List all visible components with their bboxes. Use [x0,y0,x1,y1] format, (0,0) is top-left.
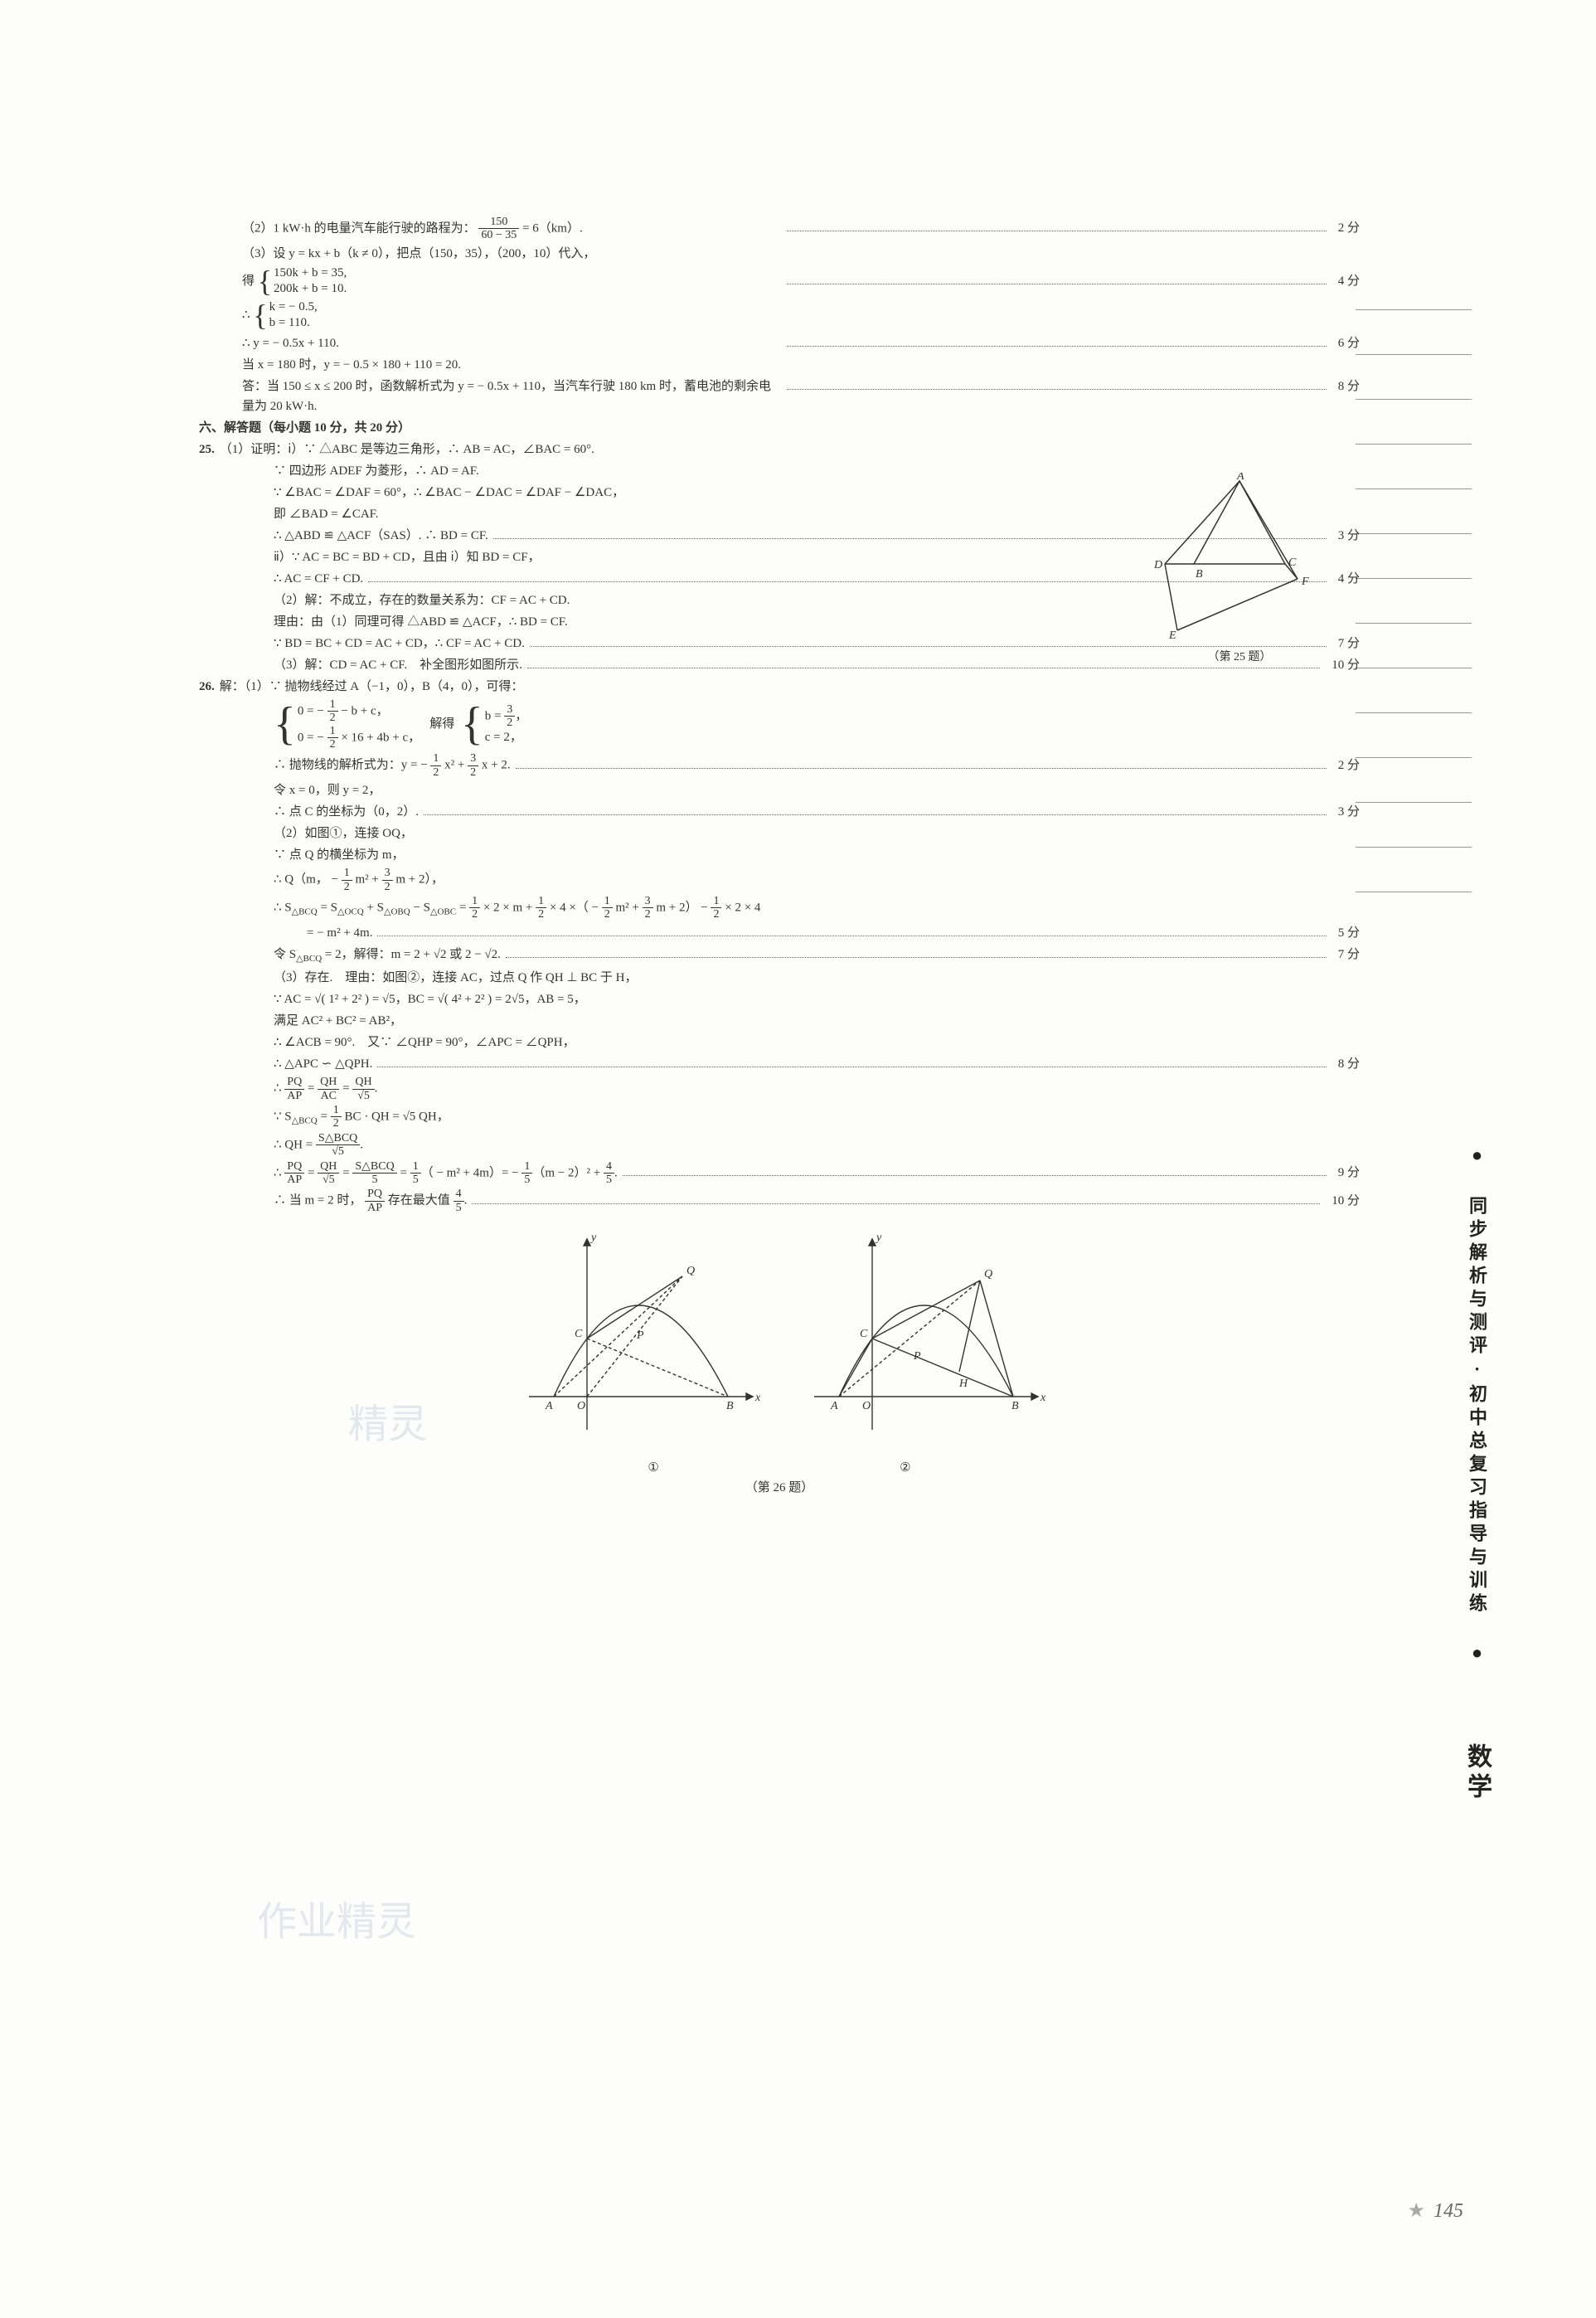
svg-text:D: D [1153,559,1162,571]
score: 3 分 [1338,802,1360,822]
score: 8 分 [1338,377,1360,396]
q26-line: ∴ PQAP = QH√5 = S△BCQ5 = 15（ − m² + 4m）=… [274,1160,618,1187]
q26-line: ∴ Q（m， − 12 m² + 32 m + 2）， [274,867,1360,893]
svg-text:A: A [830,1400,838,1412]
leader-dots [787,346,1327,347]
figure-26: O x y A B C P Q O [199,1231,1360,1498]
svg-text:Q: Q [686,1265,695,1277]
svg-text:Q: Q [984,1268,992,1280]
svg-text:A: A [1236,473,1244,483]
svg-text:B: B [1196,568,1203,581]
page-content: （2）1 kW·h 的电量汽车能行驶的路程为： 15060 − 35 = 6（k… [199,216,1360,1498]
svg-text:P: P [913,1350,921,1363]
q24-line: （3）设 y = kx + b（k ≠ 0），把点（150，35），（200，1… [242,244,1360,264]
figure-caption: （第 25 题） [1144,649,1335,667]
svg-text:E: E [1168,629,1176,639]
q26-line: 令 S△BCQ = 2，解得：m = 2 + √2 或 2 − √2. [274,945,501,967]
watermark: 作业精灵 [257,1891,416,1955]
subfig-label: ① [529,1458,778,1478]
q25-line: ∴ AC = CF + CD. [274,569,363,589]
page-number: 145 [1407,2195,1463,2227]
svg-text:x: x [754,1392,761,1404]
q26-line: ∵ AC = √( 1² + 2² ) = √5，BC = √( 4² + 2²… [274,989,1360,1009]
score: 7 分 [1338,945,1360,965]
fraction: 15060 − 35 [478,216,519,242]
q26-line: ∴ △APC ∽ △QPH. [274,1054,372,1074]
svg-text:C: C [575,1328,583,1340]
q26-line: ∴ 抛物线的解析式为：y = − 12 x² + 32 x + 2. [274,752,511,779]
parabola-diagram-2: O x y A B C P Q H [798,1231,1046,1446]
q26-system: { 0 = − 12 − b + c， 0 = − 12 × 16 + 4b +… [274,698,1360,751]
score: 2 分 [1338,218,1360,238]
q26-line: ∴ ∠ACB = 90°. 又∵ ∠QHP = 90°，∠APC = ∠QPH， [274,1033,1360,1052]
tab-title: 同步解析与测评·初中总复习指导与训练 [1467,1196,1487,1616]
q26-line: 解：（1）∵ 抛物线经过 A（−1，0），B（4，0），可得： [220,677,1360,697]
svg-text:B: B [726,1400,734,1412]
score: 2 分 [1338,756,1360,775]
question-number: 25. [199,440,215,459]
score: 3 分 [1338,526,1360,546]
score: 4 分 [1338,271,1360,291]
margin-ruled-lines [1356,265,1472,892]
subfig-label: ② [781,1458,1030,1478]
q26-line: （2）如图①，连接 OQ， [274,824,1360,843]
score: 5 分 [1338,923,1360,943]
score: 6 分 [1338,333,1360,353]
q26-line: （3）存在. 理由：如图②，连接 AC，过点 Q 作 QH ⊥ BC 于 H， [274,968,1360,988]
q24-line: 当 x = 180 时，y = − 0.5 × 180 + 110 = 20. [242,355,1360,375]
svg-text:x: x [1040,1392,1046,1404]
leader-dots [787,389,1327,390]
q26-line: ∵ 点 Q 的横坐标为 m， [274,845,1360,865]
q24-line: ∴ y = − 0.5x + 110. [242,333,782,353]
q25-line: （1）证明：ⅰ）∵ △ABC 是等边三角形，∴ AB = AC，∠BAC = 6… [220,440,1360,459]
svg-text:O: O [862,1400,871,1412]
question-number: 26. [199,677,215,697]
score: 9 分 [1338,1163,1360,1183]
q26-line: ∵ S△BCQ = 12 BC · QH = √5 QH， [274,1104,1360,1130]
score: 10 分 [1332,655,1360,675]
svg-text:P: P [636,1329,644,1342]
q26-line: = − m² + 4m. [307,923,372,943]
q24-line: 得 {150k + b = 35,200k + b = 10. [242,265,782,298]
svg-text:y: y [875,1232,882,1244]
q24-line: 答：当 150 ≤ x ≤ 200 时，函数解析式为 y = − 0.5x + … [242,377,782,416]
geometry-diagram: A B C D E F [1152,473,1327,639]
parabola-diagram-1: O x y A B C P Q [512,1231,761,1446]
q24-line: ∴ {k = − 0.5,b = 110. [242,299,1360,332]
svg-text:A: A [545,1400,553,1412]
q25-line: ∵ BD = BC + CD = AC + CD，∴ CF = AC + CD. [274,634,525,654]
q25-line: （3）解：CD = AC + CF. 补全图形如图所示. [274,655,522,675]
svg-text:C: C [860,1328,868,1340]
section-header: 六、解答题（每小题 10 分，共 20 分） [199,418,410,438]
q24-line: （2）1 kW·h 的电量汽车能行驶的路程为： 15060 − 35 = 6（k… [242,216,782,242]
q26-line: ∴ PQAP = QHAC = QH√5. [274,1076,1360,1102]
score: 10 分 [1332,1191,1360,1211]
q26-line: ∴ QH = S△BCQ√5. [274,1132,1360,1159]
svg-text:H: H [958,1378,968,1390]
figure-caption: （第 26 题） [199,1478,1360,1498]
score: 7 分 [1338,634,1360,654]
book-side-tab: ● 同步解析与测评·初中总复习指导与训练 ● 数学 [1475,1144,1497,1803]
q26-line: ∴ 当 m = 2 时， PQAP 存在最大值 45. [274,1188,467,1214]
tab-subject: 数学 [1463,1743,1491,1803]
svg-text:O: O [577,1400,585,1412]
tab-dot: ● [1467,1642,1487,1668]
q25-line: ∴ △ABD ≌ △ACF（SAS）. ∴ BD = CF. [274,526,488,546]
q26-line: ∴ 点 C 的坐标为（0，2）. [274,802,419,822]
tab-dot: ● [1467,1144,1487,1170]
score: 8 分 [1338,1054,1360,1074]
svg-text:y: y [589,1232,597,1244]
q26-line: 满足 AC² + BC² = AB²， [274,1011,1360,1031]
svg-text:B: B [1011,1400,1019,1412]
figure-25: A B C D E F （第 25 题） [1144,473,1335,667]
svg-text:F: F [1301,576,1309,588]
q26-line: ∴ S△BCQ = S△OCQ + S△OBQ − S△OBC = 12 × 2… [274,895,1360,921]
score: 4 分 [1338,569,1360,589]
svg-text:C: C [1288,556,1297,569]
q26-line: 令 x = 0，则 y = 2， [274,780,1360,800]
